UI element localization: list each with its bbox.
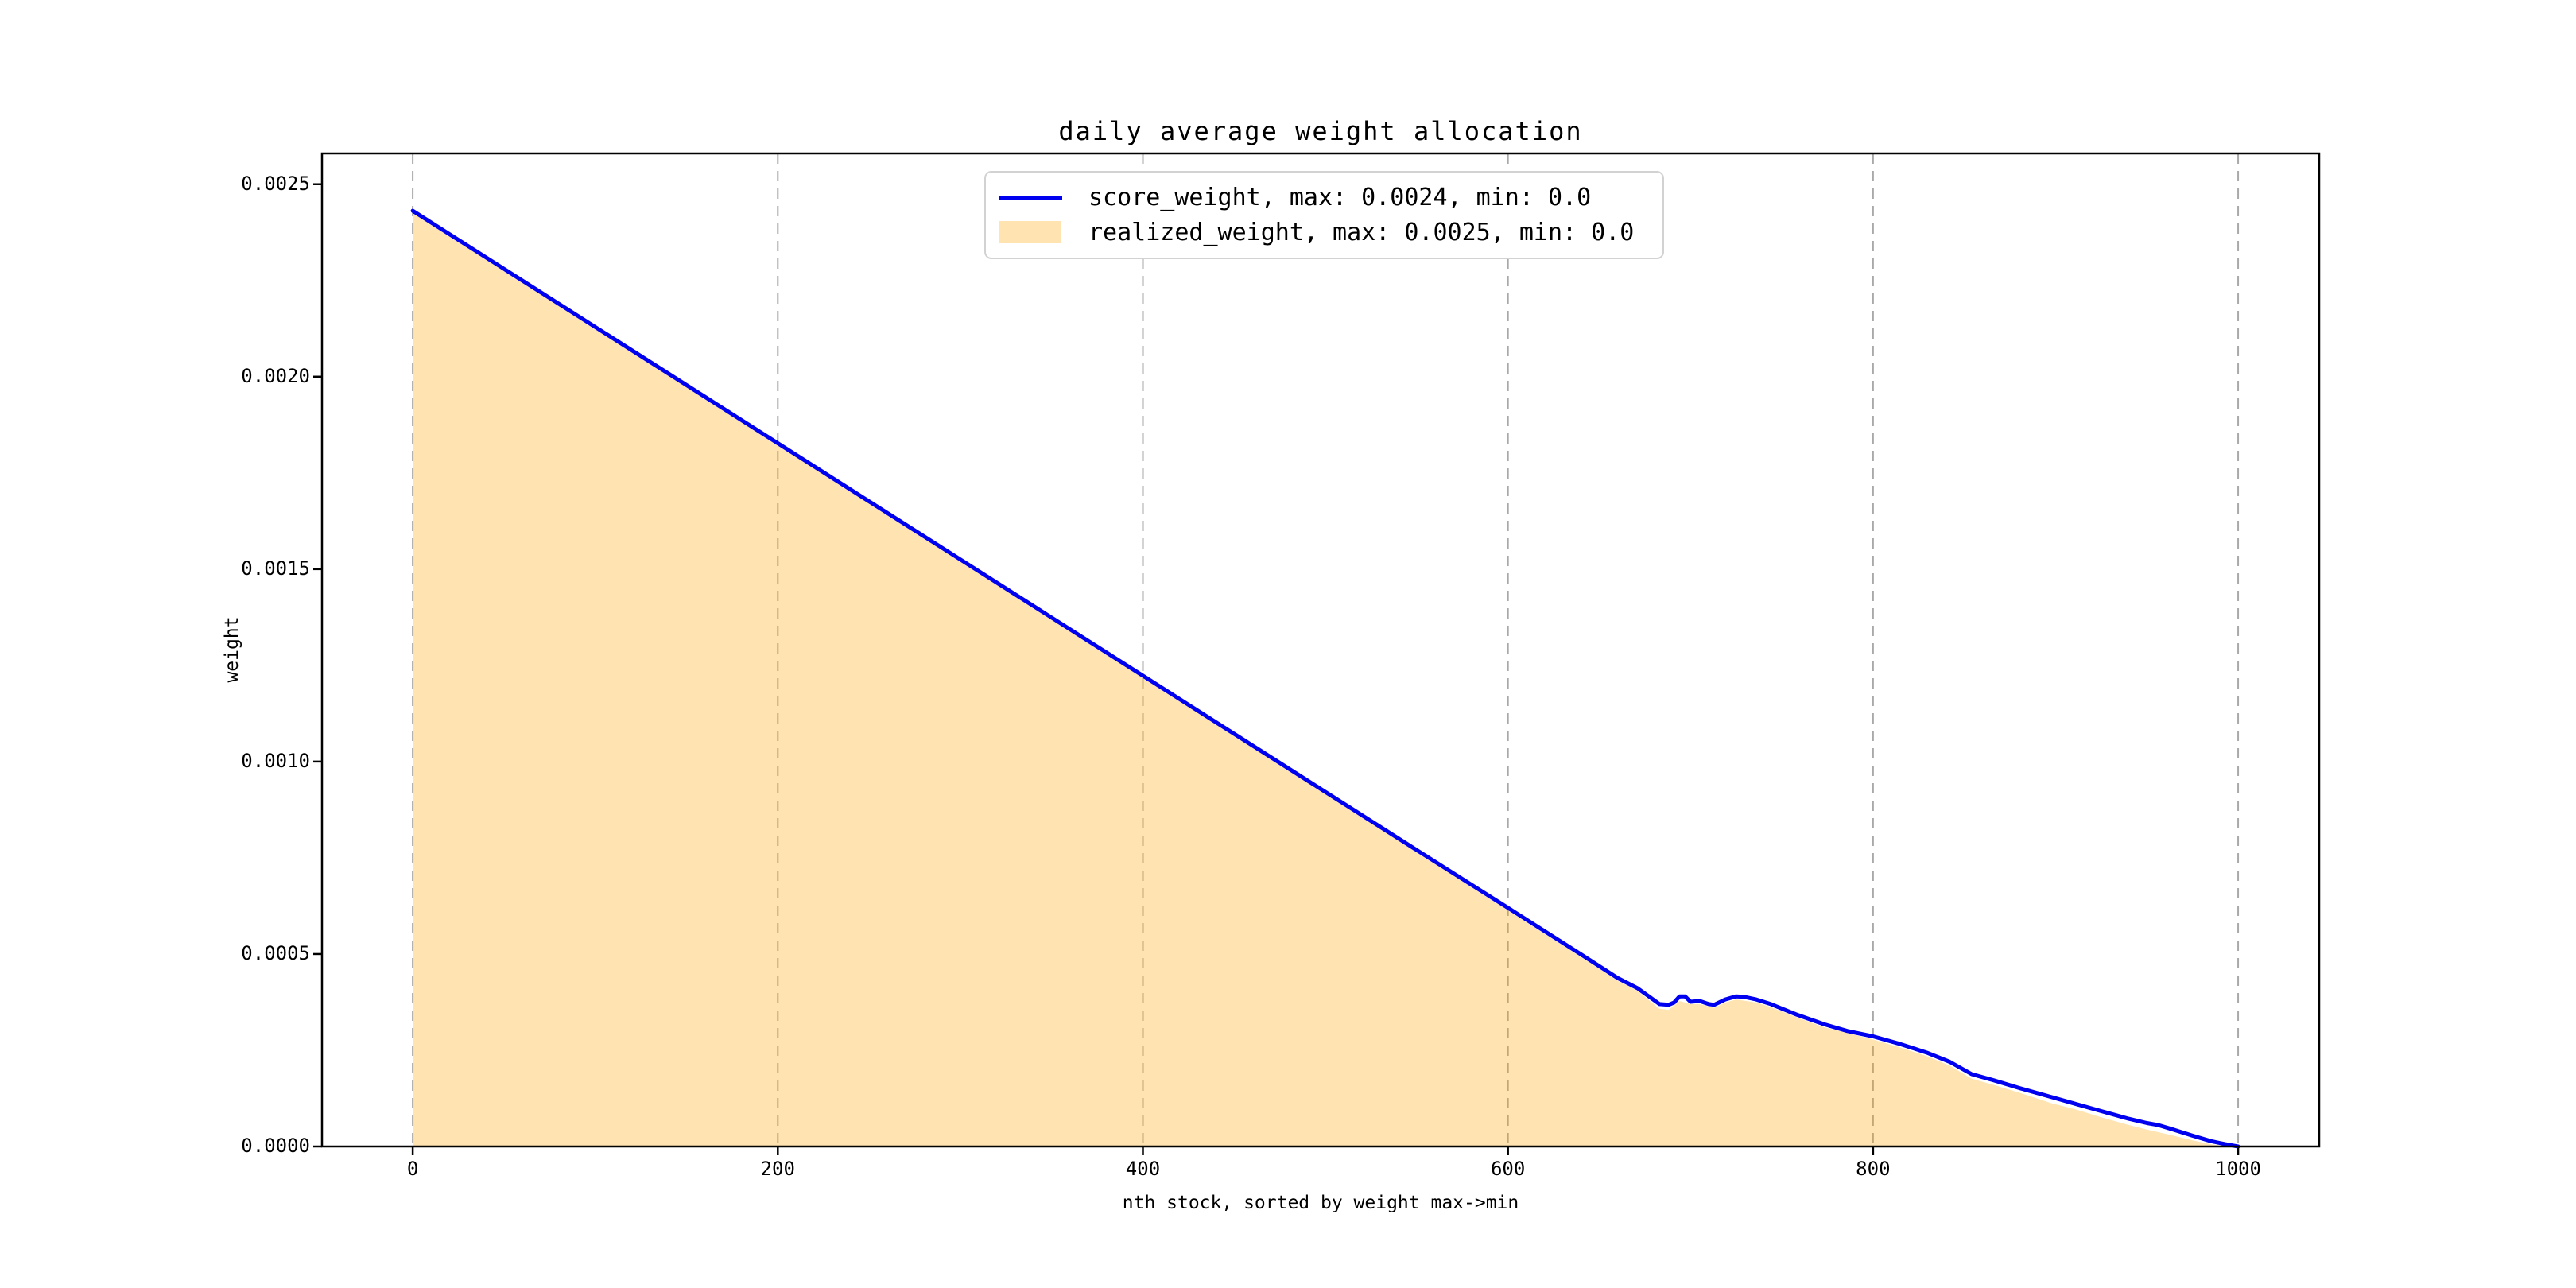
legend-label-score-weight: score_weight, max: 0.0024, min: 0.0 [1088,184,1592,212]
chart-title: daily average weight allocation [1058,116,1583,146]
y-axis-label: weight [222,616,242,683]
legend-entry-realized-weight: realized_weight, max: 0.0025, min: 0.0 [999,219,1650,246]
x-axis-label: nth stock, sorted by weight max->min [1122,1193,1519,1213]
y-tick-label-0.0010: 0.0010 [241,749,310,772]
x-tick-label-0: 0 [406,1158,419,1180]
y-tick-label-0.0005: 0.0005 [241,941,310,964]
x-tick-label-1000: 1000 [2215,1158,2261,1180]
x-tick-label-400: 400 [1125,1158,1161,1180]
legend-label-realized-weight: realized_weight, max: 0.0025, min: 0.0 [1088,218,1635,246]
legend-entry-score-weight: score_weight, max: 0.0024, min: 0.0 [999,184,1650,211]
x-tick-label-200: 200 [760,1158,795,1180]
realized-weight-area [413,213,2239,1146]
axes-spines [320,152,2321,1148]
y-tick-label-0.0000: 0.0000 [241,1135,310,1157]
legend-patch-swatch [999,221,1061,244]
score-weight-line [410,208,2240,1149]
legend-line-swatch [999,196,1062,200]
y-tick-label-0.0025: 0.0025 [241,172,310,195]
y-tick-label-0.0015: 0.0015 [241,557,310,580]
legend: score_weight, max: 0.0024, min: 0.0 real… [984,171,1664,259]
x-tick-label-800: 800 [1856,1158,1891,1180]
x-tick-label-600: 600 [1490,1158,1526,1180]
y-tick-label-0.0020: 0.0020 [241,364,310,387]
